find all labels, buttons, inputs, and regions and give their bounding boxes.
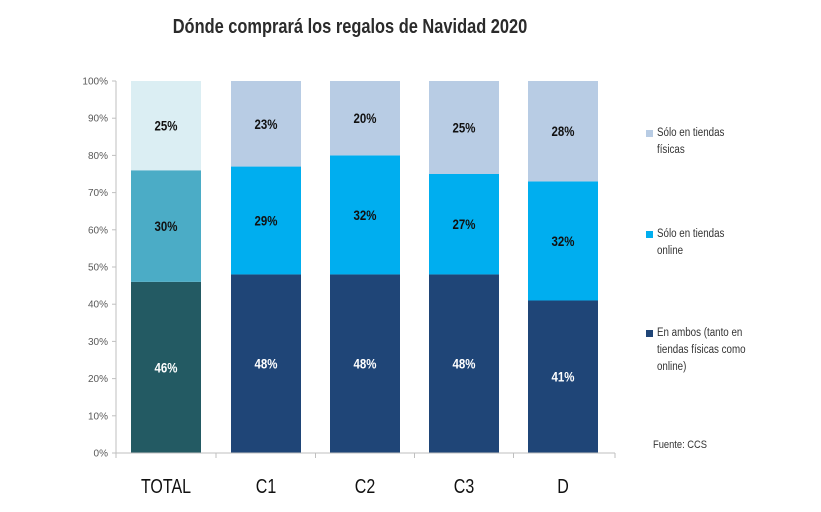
bar-online-c1 (231, 166, 301, 275)
bar-ambos-d (528, 300, 598, 453)
bar-ambos-total (131, 281, 201, 453)
bar-online-d (528, 181, 598, 301)
legend-swatch-ambos (646, 330, 653, 337)
chart-title: Dónde comprará los regalos de Navidad 20… (172, 16, 528, 38)
data-label-fisicas-d: 28% (552, 123, 576, 139)
legend-item-online: Sólo en tiendas online (646, 226, 767, 260)
bar-ambos-c2 (330, 274, 400, 453)
bar-fisicas-total (131, 81, 201, 171)
data-label-ambos-c3: 48% (453, 356, 477, 372)
x-axis: TOTAL C1 C2 C3 D (115, 452, 616, 497)
bar-online-c2 (330, 155, 400, 275)
x-category-label: TOTAL (141, 475, 191, 497)
bars: 46% 30% 25% 48% 29% 23% 48% 32% 20% 48% 27% 25% 41% 3… (131, 81, 598, 453)
y-tick-label: 10% (88, 411, 108, 422)
legend-swatch-online (646, 231, 653, 238)
data-label-ambos-total: 46% (155, 359, 179, 375)
data-label-ambos-d: 41% (552, 369, 576, 385)
data-label-fisicas-total: 25% (155, 118, 179, 134)
data-label-online-c2: 32% (354, 207, 378, 223)
y-tick-label: 30% (88, 337, 108, 348)
y-tick-label: 70% (88, 188, 108, 199)
data-label-online-c1: 29% (255, 212, 279, 228)
legend-label-online: Sólo en tiendas online (657, 228, 725, 257)
x-category-label: C1 (256, 475, 276, 497)
legend-label-fisicas: Sólo en tiendas físicas (657, 127, 725, 156)
x-category-label: C2 (355, 475, 375, 497)
y-tick-label: 80% (88, 151, 108, 162)
y-tick-label: 60% (88, 225, 108, 236)
data-label-ambos-c2: 48% (354, 356, 378, 372)
legend-label-ambos: En ambos (tanto en tiendas físicas como … (657, 327, 746, 373)
y-tick-label: 90% (88, 114, 108, 125)
data-label-fisicas-c1: 23% (255, 116, 279, 132)
bar-fisicas-c2 (330, 81, 400, 156)
y-tick-label: 50% (88, 263, 108, 274)
bar-online-total (131, 170, 201, 282)
y-tick-label: 100% (82, 77, 108, 88)
bar-fisicas-d (528, 81, 598, 182)
legend-item-ambos: En ambos (tanto en tiendas físicas como … (646, 325, 767, 376)
y-tick-label: 20% (88, 374, 108, 385)
data-label-online-d: 32% (552, 233, 576, 249)
bar-ambos-c3 (429, 274, 499, 453)
data-label-ambos-c1: 48% (255, 356, 279, 372)
y-tick-label: 0% (94, 449, 109, 460)
legend-swatch-fisicas (646, 130, 653, 137)
data-label-fisicas-c3: 25% (453, 119, 477, 135)
bar-ambos-c1 (231, 274, 301, 453)
y-tick-label: 40% (88, 300, 108, 311)
data-label-online-c3: 27% (453, 216, 477, 232)
x-category-label: C3 (454, 475, 474, 497)
source-note: Fuente: CCS (653, 439, 708, 451)
bar-fisicas-c3 (429, 81, 499, 174)
y-axis: 0% 10% 20% 30% 40% 50% 60% 70% 80% 90% 100% (82, 77, 117, 460)
data-label-fisicas-c2: 20% (354, 110, 378, 126)
data-label-online-total: 30% (155, 218, 179, 234)
legend-item-fisicas: Sólo en tiendas físicas (646, 125, 767, 159)
bar-online-c3 (429, 174, 499, 275)
bar-fisicas-c1 (231, 81, 301, 167)
x-category-label: D (557, 475, 569, 497)
